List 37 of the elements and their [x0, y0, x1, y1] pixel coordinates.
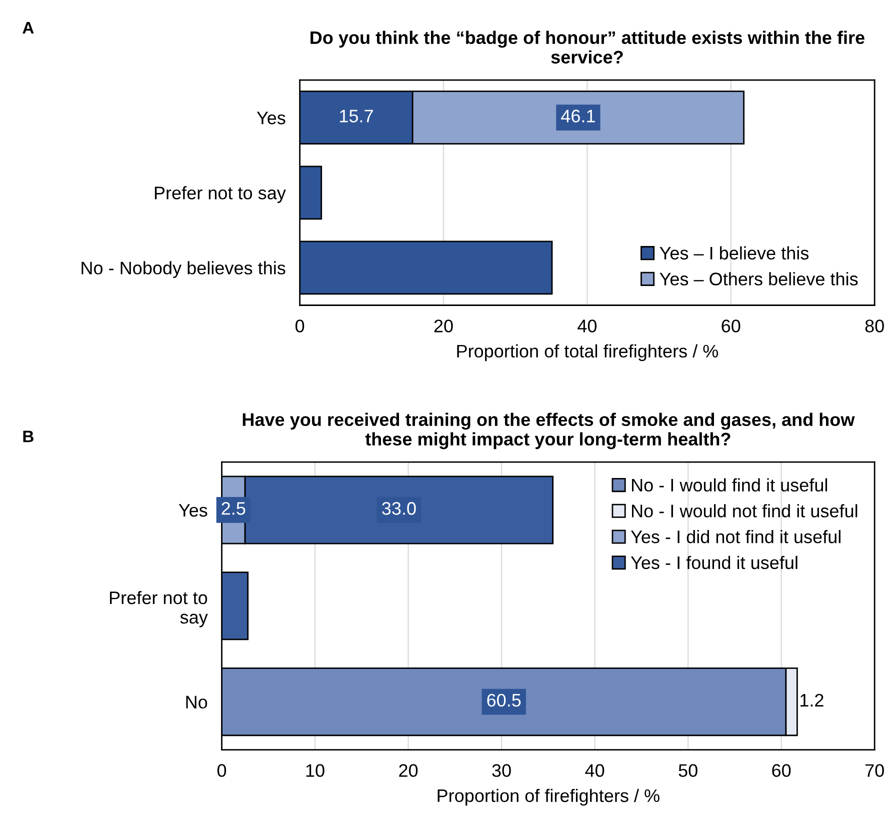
chart-title: Do you think the “badge of honour” attitude exists within the fire service? [310, 30, 864, 64]
x-tick-label: 50 [678, 764, 698, 777]
data-label: 60.5 [487, 694, 521, 707]
text: A [22, 22, 34, 34]
x-tick-label: 80 [865, 320, 884, 332]
legend-label: Yes – I believe this [660, 246, 809, 260]
legend-label: Yes - I found it useful [630, 556, 798, 570]
x-tick-label: 20 [434, 320, 453, 332]
data-label: 2.5 [222, 502, 246, 515]
y-tick-label: No - Nobody believes this [82, 261, 286, 278]
data-label: 33.0 [382, 502, 416, 515]
legend-label: Yes – Others believe this [660, 272, 858, 286]
x-tick-label: 40 [585, 764, 604, 777]
x-tick-label: 10 [306, 764, 324, 777]
y-tick-label: Prefer not to say [110, 590, 208, 628]
legend-label: No - I would not find it useful [632, 504, 858, 518]
x-tick-label: 60 [722, 320, 740, 332]
data-label: 15.7 [340, 110, 373, 122]
x-tick-label: 0 [295, 320, 304, 332]
x-tick-label: 40 [578, 320, 597, 332]
text: B [23, 430, 34, 442]
x-axis-title: Proportion of firefighters / % [438, 788, 660, 806]
data-label: 1.2 [800, 694, 824, 706]
x-tick-label: 70 [865, 764, 884, 777]
y-tick-label: Yes [178, 504, 208, 517]
y-tick-label: Prefer not to say [154, 186, 286, 203]
y-tick-label: Yes [256, 112, 286, 124]
x-tick-label: 20 [399, 764, 418, 777]
x-axis-title: Proportion of total firefighters / % [457, 344, 718, 362]
x-tick-label: 30 [492, 764, 511, 777]
legend-label: Yes - I did not find it useful [630, 530, 840, 544]
legend-label: No - I would find it useful [632, 478, 828, 492]
data-label: 46.1 [561, 110, 595, 122]
chart-title: Have you received training on the effects of smoke and gases, and how these might impact your long-term health? [242, 412, 855, 450]
x-tick-label: 60 [772, 764, 791, 777]
y-tick-label: No [186, 696, 208, 709]
x-tick-label: 0 [217, 764, 226, 777]
